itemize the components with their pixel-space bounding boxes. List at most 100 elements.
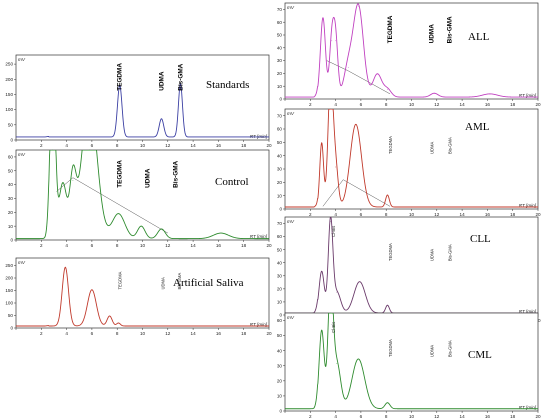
x-tick-label: 18 xyxy=(241,243,247,248)
peak-apex xyxy=(336,291,338,293)
y-tick-label: 100 xyxy=(5,301,13,306)
y-tick-label: 250 xyxy=(5,263,13,268)
panel-standards: 0 50 100 150 200 250 2 4 6 8 10 12 14 16 18 20 mV RT [min… xyxy=(5,54,272,148)
x-tick-label: 14 xyxy=(191,143,197,148)
x-tick-label: 4 xyxy=(65,331,68,336)
trace-control xyxy=(16,150,269,240)
x-tick-label: 20 xyxy=(266,143,272,148)
panel-aml: 0 10 20 30 40 50 60 70 2 4 6 8 10 12 14 16 18 20 mV RT [min… xyxy=(277,108,541,217)
trace-artificial-saliva xyxy=(16,266,269,327)
x-tick-label: 14 xyxy=(460,102,466,107)
x-tick-label: 4 xyxy=(65,243,68,248)
peak-label-udma: UDMA xyxy=(161,277,166,290)
peak-label-tegdma: TEGDMA xyxy=(117,160,124,188)
peak-apex xyxy=(489,93,491,95)
x-tick-label: 20 xyxy=(535,414,541,419)
peak-label-cl-bis: Cl-Bis xyxy=(331,226,336,237)
y-tick-label: 100 xyxy=(5,107,13,112)
x-tick-label: 10 xyxy=(140,331,146,336)
peak-apex xyxy=(359,281,360,283)
integration-baseline xyxy=(326,60,391,95)
y-tick-label: 70 xyxy=(277,7,283,12)
peak-apex xyxy=(161,118,162,120)
y-tick-label: 40 xyxy=(277,153,283,158)
peak-apex xyxy=(118,213,119,215)
y-tick-label: 20 xyxy=(277,180,283,185)
x-tick-label: 12 xyxy=(165,243,171,248)
y-tick-label: 200 xyxy=(5,276,13,281)
y-tick-label: 40 xyxy=(277,260,283,265)
peak-label-udma: UDMA xyxy=(429,24,436,44)
y-tick-label: 150 xyxy=(5,92,13,97)
plot-frame xyxy=(284,2,539,100)
x-tick-label: 20 xyxy=(266,331,272,336)
peak-label-tegdma: TEGDMA xyxy=(388,243,393,261)
peak-apex xyxy=(355,123,357,125)
panel-artificial-saliva: 0 50 100 150 200 250 2 4 6 8 10 12 14 16 18 20 mV RT [min… xyxy=(5,257,272,336)
trace-standards xyxy=(16,83,269,138)
x-axis-unit: RT [min] xyxy=(250,134,268,139)
y-axis-unit: mV xyxy=(18,260,26,265)
peak-apex xyxy=(358,5,359,7)
y-tick-label: 10 xyxy=(277,394,283,399)
y-tick-label: 60 xyxy=(277,318,283,323)
peak-apex xyxy=(72,180,74,181)
trace-cml xyxy=(285,313,538,410)
y-tick-label: 40 xyxy=(277,45,283,50)
y-tick-label: 30 xyxy=(277,167,283,172)
y-tick-label: 30 xyxy=(277,273,283,278)
x-tick-label: 8 xyxy=(116,331,119,336)
peak-apex xyxy=(321,270,323,272)
panel-title: CML xyxy=(468,349,492,361)
peak-apex xyxy=(62,182,64,184)
peak-label-bis-gma: Bis-GMA xyxy=(446,16,453,43)
peak-label-udma: UDMA xyxy=(145,168,152,188)
x-tick-label: 2 xyxy=(309,414,312,419)
peak-apex xyxy=(387,89,388,90)
x-tick-label: 8 xyxy=(385,102,388,107)
peak-apex xyxy=(387,304,388,306)
y-axis-unit: mV xyxy=(18,57,26,62)
y-tick-label: 0 xyxy=(279,313,282,318)
x-tick-label: 12 xyxy=(434,414,440,419)
peak-label-bis-gma: Bis-GMA xyxy=(177,63,184,90)
x-axis-unit: RT [min] xyxy=(250,322,268,327)
peak-apex xyxy=(321,142,323,144)
panel-title: CLL xyxy=(470,233,491,245)
x-tick-label: 6 xyxy=(360,414,363,419)
x-tick-label: 14 xyxy=(191,243,197,248)
y-tick-label: 30 xyxy=(8,196,14,201)
x-tick-label: 12 xyxy=(165,143,171,148)
x-axis-unit: RT [min] xyxy=(519,203,537,208)
y-tick-label: 150 xyxy=(5,288,13,293)
panel-control: 0 10 20 30 40 50 60 2 4 6 8 10 12 14 16 18 20 mV RT [min] T… xyxy=(8,149,272,248)
integration-baseline xyxy=(322,179,391,207)
x-tick-label: 18 xyxy=(241,331,247,336)
plot-frame xyxy=(15,54,270,141)
x-axis-unit: RT [min] xyxy=(519,309,537,314)
x-tick-label: 4 xyxy=(334,212,337,217)
peak-apex xyxy=(335,166,336,168)
peak-label-cl-bis: Cl-Bis xyxy=(331,322,336,333)
y-tick-label: 50 xyxy=(277,33,283,38)
peak-apex xyxy=(376,73,378,75)
x-tick-label: 18 xyxy=(241,143,247,148)
x-tick-label: 10 xyxy=(409,212,415,217)
y-tick-label: 0 xyxy=(279,207,282,212)
x-tick-label: 2 xyxy=(309,212,312,217)
plot-frame xyxy=(284,216,539,316)
x-axis-unit: RT [min] xyxy=(519,93,537,98)
integration-baseline xyxy=(56,177,168,234)
y-tick-label: 0 xyxy=(10,238,13,243)
y-tick-label: 0 xyxy=(279,409,282,414)
x-tick-label: 8 xyxy=(116,243,119,248)
x-tick-label: 6 xyxy=(360,212,363,217)
peak-label-bis-gma: Bis-GMA xyxy=(447,340,452,357)
peak-label-udma: UDMA xyxy=(158,71,165,91)
x-tick-label: 10 xyxy=(409,102,415,107)
y-tick-label: 20 xyxy=(277,378,283,383)
x-tick-label: 16 xyxy=(485,212,491,217)
peak-apex xyxy=(330,221,331,222)
